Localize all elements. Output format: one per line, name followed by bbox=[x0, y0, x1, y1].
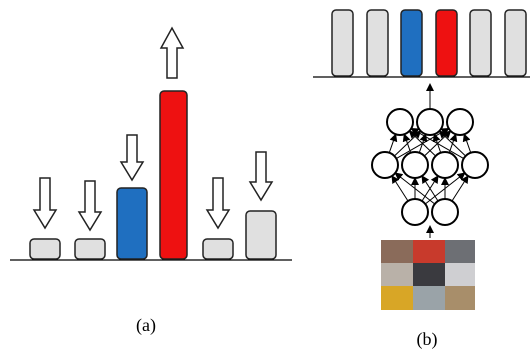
bar bbox=[116, 187, 148, 260]
edge bbox=[402, 133, 412, 153]
neuron bbox=[431, 198, 459, 226]
down-arrow bbox=[248, 151, 274, 202]
bar bbox=[331, 9, 354, 77]
bar bbox=[435, 9, 458, 77]
image bbox=[381, 286, 413, 310]
network bbox=[371, 108, 489, 238]
bar bbox=[245, 210, 277, 260]
image bbox=[445, 240, 475, 263]
down-arrow bbox=[77, 180, 103, 232]
image bbox=[413, 286, 445, 310]
panel-a: (a) bbox=[10, 26, 292, 336]
image bbox=[381, 263, 413, 286]
neuron bbox=[461, 151, 489, 179]
neuron bbox=[401, 198, 429, 226]
image bbox=[445, 286, 475, 310]
bar bbox=[400, 9, 423, 77]
edge bbox=[410, 127, 464, 159]
bar bbox=[366, 9, 389, 77]
panel-label: (b) bbox=[417, 329, 438, 349]
neuron bbox=[416, 108, 444, 136]
bar bbox=[159, 90, 188, 260]
image bbox=[445, 263, 475, 286]
bar bbox=[469, 9, 492, 77]
edge bbox=[462, 133, 472, 153]
input-images bbox=[381, 240, 475, 310]
neuron bbox=[401, 151, 429, 179]
up-arrow bbox=[159, 26, 185, 79]
neuron bbox=[386, 108, 414, 136]
down-arrow bbox=[205, 177, 231, 230]
bar bbox=[29, 238, 61, 260]
edge bbox=[391, 175, 409, 202]
edge bbox=[438, 130, 466, 157]
edge bbox=[421, 175, 439, 202]
bar bbox=[202, 238, 234, 260]
arrows bbox=[32, 26, 274, 232]
edge bbox=[451, 175, 469, 202]
neuron bbox=[371, 151, 399, 179]
panel-label: (a) bbox=[136, 315, 156, 336]
image bbox=[381, 240, 413, 263]
down-arrow bbox=[119, 134, 145, 182]
panel-b: (b) bbox=[313, 9, 530, 349]
edge bbox=[388, 133, 398, 153]
down-arrow bbox=[32, 177, 58, 230]
edge bbox=[394, 172, 436, 205]
bar bbox=[74, 238, 106, 260]
bar bbox=[504, 9, 527, 77]
image bbox=[413, 240, 445, 263]
image bbox=[413, 263, 445, 286]
neuron bbox=[446, 108, 474, 136]
neuron bbox=[431, 151, 459, 179]
